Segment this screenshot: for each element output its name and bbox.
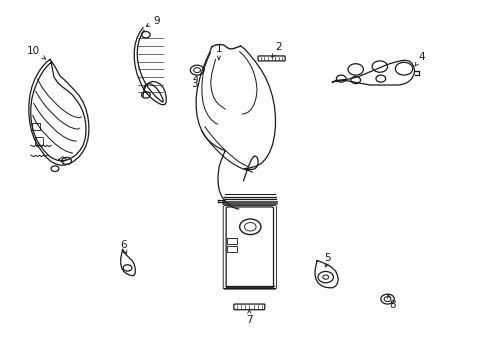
Text: 4: 4 (414, 52, 424, 66)
Text: 7: 7 (245, 309, 252, 325)
Circle shape (380, 294, 393, 304)
Text: 5: 5 (324, 253, 330, 267)
Text: 10: 10 (27, 46, 45, 59)
Text: 1: 1 (215, 44, 222, 59)
Text: 8: 8 (387, 294, 395, 310)
Text: 3: 3 (190, 76, 197, 89)
Circle shape (190, 65, 203, 75)
FancyBboxPatch shape (258, 56, 285, 61)
Text: 6: 6 (120, 239, 127, 253)
Text: 2: 2 (271, 42, 281, 58)
Text: 9: 9 (146, 15, 160, 26)
FancyBboxPatch shape (233, 304, 264, 310)
